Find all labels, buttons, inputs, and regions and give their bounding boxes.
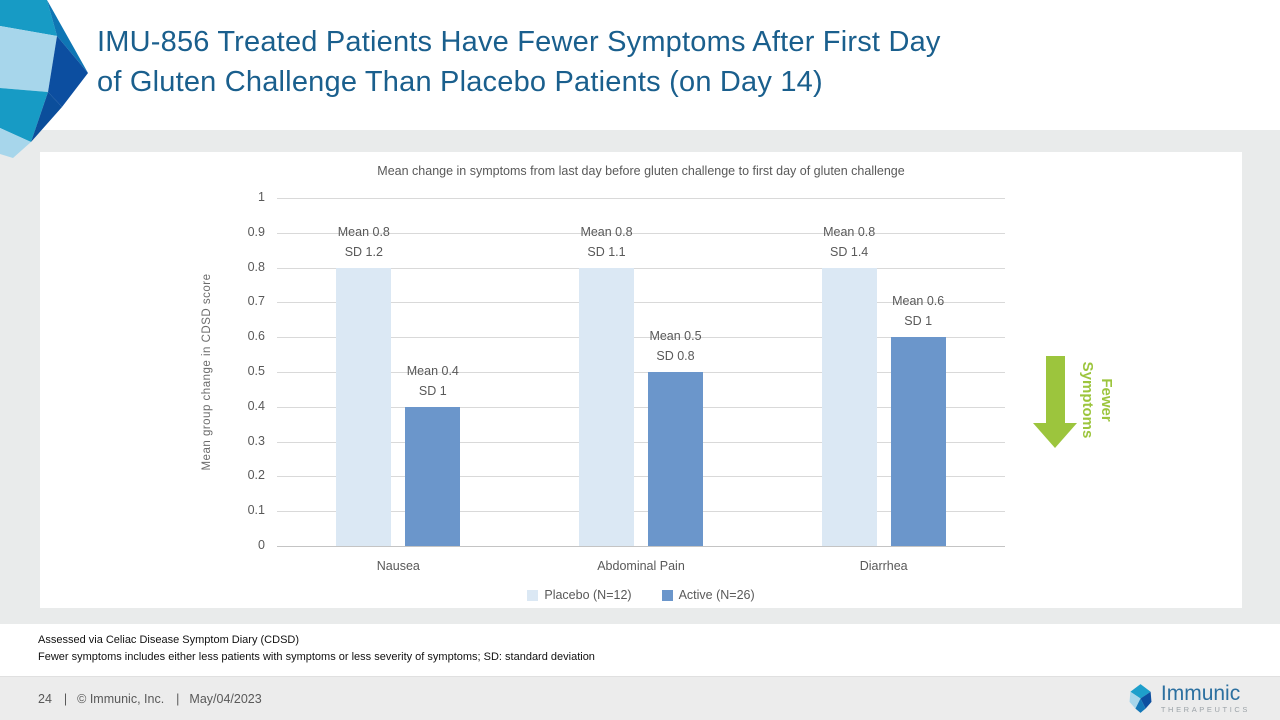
gridline: [277, 441, 1005, 443]
brand-name: Immunic: [1160, 681, 1241, 705]
footer-meta: 24 | © Immunic, Inc. | May/04/2023: [38, 692, 272, 706]
legend-item: Active (N=26): [661, 588, 755, 602]
chart-card: Mean change in symptoms from last day be…: [40, 152, 1242, 608]
gridline: [277, 267, 1005, 269]
page-number: 24: [38, 691, 52, 706]
chart-title: Mean change in symptoms from last day be…: [377, 164, 905, 178]
legend-label: Active (N=26): [678, 588, 755, 602]
bar-data-label: Mean 0.8 SD 1.2: [337, 224, 390, 259]
footer-separator: |: [63, 691, 68, 706]
footer-bar: 24 | © Immunic, Inc. | May/04/2023 Immun…: [0, 676, 1280, 720]
x-axis-category-label: Nausea: [376, 559, 420, 573]
immunic-gem-logo-icon: [0, 0, 88, 158]
bar-data-label: Mean 0.4 SD 1: [406, 363, 459, 398]
bar-data-label: Mean 0.6 SD 1: [892, 294, 945, 329]
gridline: [277, 232, 1005, 234]
y-axis-tick-label: 0.1: [247, 503, 265, 518]
bar-active-abdominal-pain: [648, 372, 703, 546]
y-axis-tick-label: 0.8: [247, 259, 265, 274]
x-axis-category-label: Abdominal Pain: [597, 559, 685, 573]
legend-swatch-icon: [661, 589, 673, 601]
page-title-line-1: IMU-856 Treated Patients Have Fewer Symp…: [97, 26, 941, 58]
y-axis-tick-label: 0: [258, 538, 265, 552]
gridline: [277, 198, 1005, 199]
fewer-symptoms-label: Fewer Symptoms: [1079, 361, 1115, 439]
gridline: [277, 476, 1005, 478]
brand-subtext: THERAPEUTICS: [1160, 704, 1250, 714]
immunic-brand-logo: Immunic THERAPEUTICS: [1127, 683, 1250, 714]
y-axis-tick-label: 1: [258, 190, 265, 204]
legend-label: Placebo (N=12): [544, 588, 632, 602]
brand-text: Immunic THERAPEUTICS: [1160, 681, 1250, 714]
bar-active-diarrhea: [890, 337, 946, 546]
slide-body: Mean change in symptoms from last day be…: [0, 130, 1280, 624]
bar-placebo-nausea: [336, 267, 392, 546]
immunic-brand-gem-icon: [1129, 684, 1152, 713]
footnote-1: Assessed via Celiac Disease Symptom Diar…: [38, 634, 300, 646]
x-axis-category-label: Diarrhea: [859, 559, 908, 573]
page-title: IMU-856 Treated Patients Have Fewer Symp…: [97, 22, 1227, 102]
y-axis-tick-label: 0.3: [247, 433, 265, 448]
y-axis-tick-label: 0.6: [247, 329, 265, 344]
y-axis-tick-label: 0.4: [247, 398, 265, 413]
gridline: [277, 372, 1005, 373]
bar-data-label: Mean 0.5 SD 0.8: [649, 329, 702, 363]
footnote-area: Assessed via Celiac Disease Symptom Diar…: [0, 624, 1280, 676]
gridline: [277, 302, 1005, 304]
gridline: [277, 406, 1005, 408]
footer-separator: |: [176, 691, 180, 706]
gridline: [277, 511, 1005, 513]
slide-header: IMU-856 Treated Patients Have Fewer Symp…: [0, 0, 1280, 158]
fewer-symptoms-arrow-icon: [1033, 356, 1077, 448]
y-axis-tick-label: 0.9: [247, 224, 265, 239]
bar-placebo-diarrhea: [821, 267, 877, 546]
y-axis-title: Mean group change in CDSD score: [201, 273, 213, 471]
bar-data-label: Mean 0.8 SD 1.4: [823, 224, 876, 259]
y-axis-tick-label: 0.2: [247, 468, 265, 483]
legend-swatch-icon: [527, 589, 539, 601]
bar-data-label: Mean 0.8 SD 1.1: [580, 224, 633, 259]
gridline: [277, 546, 1005, 547]
bar-placebo-abdominal-pain: [579, 267, 634, 546]
footnote-2: Fewer symptoms includes either less pati…: [38, 651, 595, 663]
page-title-line-2: of Gluten Challenge Than Placebo Patient…: [97, 66, 823, 98]
bar-active-nausea: [405, 406, 461, 546]
y-axis-tick-label: 0.5: [247, 364, 265, 378]
footer-copyright: © Immunic, Inc.: [77, 691, 165, 706]
chart-legend: Placebo (N=12) Active (N=26): [277, 588, 1005, 602]
gridline: [277, 337, 1005, 339]
legend-item: Placebo (N=12): [527, 588, 632, 602]
footer-date: May/04/2023: [189, 691, 262, 706]
y-axis-tick-label: 0.7: [247, 294, 265, 309]
